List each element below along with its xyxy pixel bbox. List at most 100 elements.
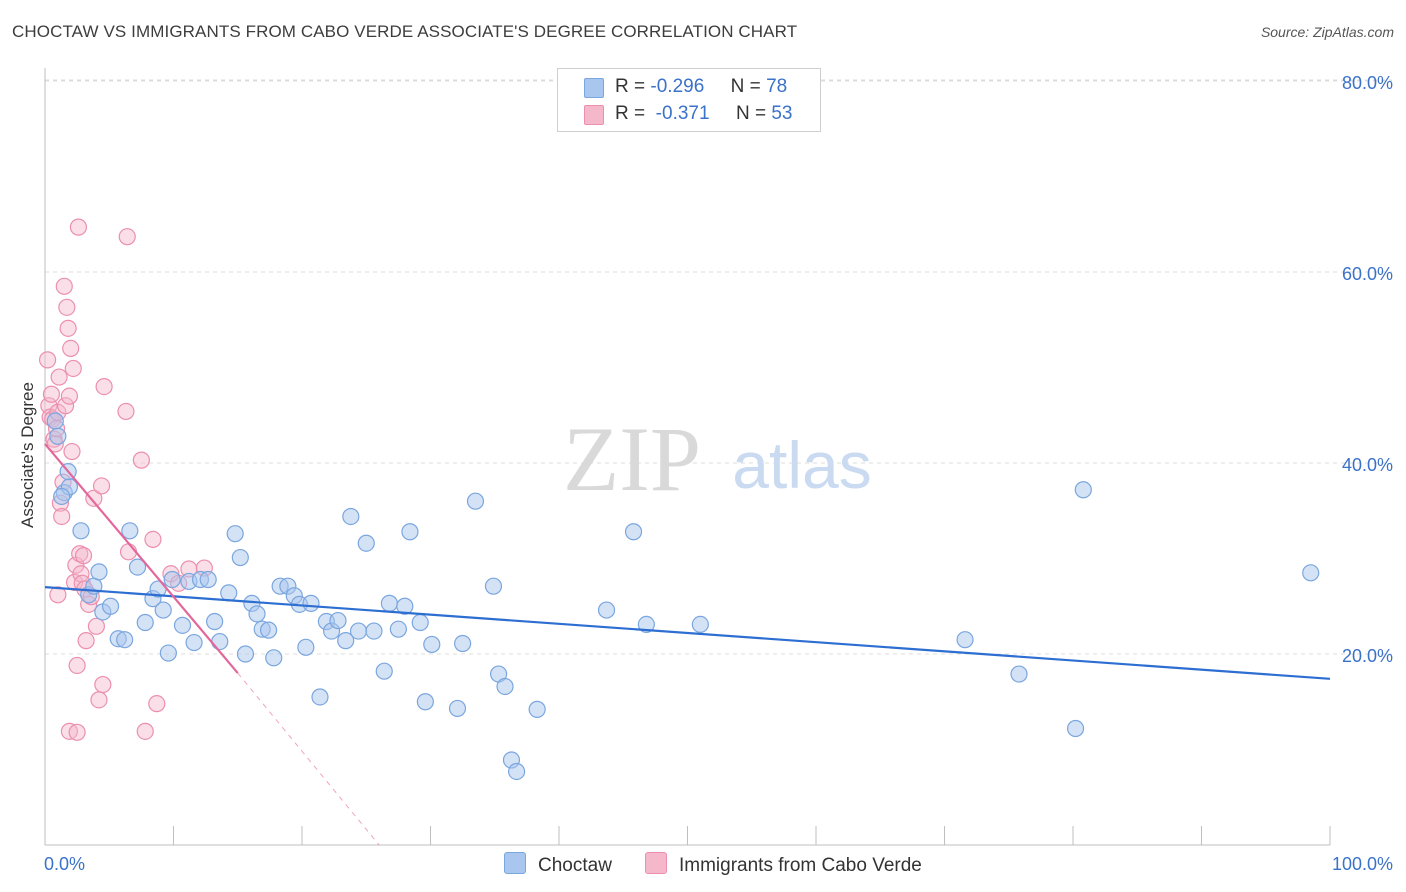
y-tick-label: 60.0% — [1342, 264, 1393, 284]
point-cabo-verde — [56, 397, 75, 415]
point-cabo-verde — [148, 695, 166, 713]
point-cabo-verde — [62, 339, 80, 357]
point-choctaw — [389, 620, 407, 638]
source-label: Source: ZipAtlas.com — [1260, 24, 1394, 40]
watermark-zip: ZIP — [563, 408, 701, 510]
legend-n-value-2: 53 — [771, 103, 793, 124]
point-cabo-verde — [117, 402, 135, 421]
gridlines — [45, 79, 1392, 655]
point-cabo-verde — [58, 298, 76, 316]
point-choctaw — [416, 693, 434, 711]
point-cabo-verde — [92, 477, 111, 495]
point-choctaw — [375, 662, 393, 680]
point-choctaw — [466, 492, 485, 510]
point-cabo-verde — [38, 351, 57, 369]
point-choctaw — [507, 762, 526, 781]
legend-r-value-1: -0.296 — [650, 76, 705, 97]
point-cabo-verde — [60, 387, 79, 405]
legend-r-value-2: -0.371 — [655, 103, 710, 124]
point-choctaw — [637, 615, 655, 633]
point-cabo-verde — [90, 691, 108, 709]
point-cabo-verde — [94, 675, 112, 694]
bottom-legend-choctaw: Choctaw — [504, 852, 612, 877]
point-cabo-verde — [144, 530, 162, 549]
point-cabo-verde — [95, 378, 113, 396]
legend: R = -0.296 N = 78 R = -0.371 N = 53 — [557, 68, 821, 132]
x-tick-label-min: 0.0% — [44, 854, 85, 874]
point-choctaw — [1302, 564, 1320, 582]
point-choctaw — [311, 688, 329, 706]
point-cabo-verde — [77, 632, 95, 650]
point-choctaw — [259, 621, 278, 639]
point-choctaw — [448, 699, 467, 718]
y-axis-label: Associate's Degree — [18, 382, 37, 528]
point-choctaw — [597, 601, 616, 619]
point-cabo-verde — [69, 218, 88, 236]
point-choctaw — [1074, 481, 1092, 499]
point-choctaw — [46, 412, 64, 430]
point-cabo-verde — [64, 359, 82, 378]
point-cabo-verde — [53, 507, 71, 526]
point-choctaw — [206, 612, 224, 631]
point-cabo-verde — [63, 442, 81, 461]
point-choctaw — [380, 594, 398, 612]
point-cabo-verde — [68, 723, 86, 741]
point-choctaw — [236, 645, 255, 663]
legend-n-label-2: N = — [735, 103, 767, 124]
point-choctaw — [496, 677, 514, 696]
point-choctaw — [185, 633, 203, 652]
series-choctaw-points — [46, 412, 1320, 781]
point-choctaw — [199, 570, 217, 589]
point-cabo-verde — [50, 368, 68, 386]
point-choctaw — [411, 613, 429, 632]
legend-n-label-1: N = — [730, 76, 761, 97]
point-choctaw — [154, 601, 172, 619]
bottom-legend-swatch-pink — [645, 852, 667, 874]
point-choctaw — [956, 631, 974, 649]
point-choctaw — [226, 525, 244, 543]
point-choctaw — [159, 644, 177, 662]
point-choctaw — [231, 548, 249, 567]
point-choctaw — [365, 622, 383, 640]
point-choctaw — [297, 638, 315, 656]
point-choctaw — [90, 563, 108, 581]
trend-lines — [44, 443, 1331, 846]
trend-line-cabo-verde-extension — [237, 672, 380, 846]
legend-swatch-pink — [584, 105, 604, 125]
y-tick-label: 20.0% — [1342, 646, 1393, 666]
point-choctaw — [1066, 719, 1085, 738]
y-tick-label: 40.0% — [1342, 455, 1393, 475]
point-cabo-verde — [85, 489, 103, 507]
x-tick-label-max: 100.0% — [1332, 854, 1393, 874]
point-choctaw — [302, 594, 320, 612]
point-choctaw — [401, 523, 419, 541]
point-choctaw — [342, 507, 360, 526]
point-choctaw — [423, 635, 441, 654]
point-choctaw — [454, 634, 472, 653]
point-cabo-verde — [55, 277, 73, 295]
point-choctaw — [53, 487, 71, 506]
y-tick-label: 80.0% — [1342, 73, 1393, 93]
point-choctaw — [357, 534, 375, 552]
trend-line-choctaw — [44, 586, 1331, 680]
point-choctaw — [121, 522, 139, 540]
point-choctaw — [484, 577, 503, 595]
point-choctaw — [396, 597, 414, 615]
point-cabo-verde — [59, 319, 77, 337]
point-choctaw — [211, 632, 229, 651]
point-cabo-verde — [49, 586, 67, 604]
point-choctaw — [1010, 665, 1028, 683]
point-cabo-verde — [87, 617, 106, 635]
point-choctaw — [101, 597, 120, 615]
point-cabo-verde — [119, 543, 138, 561]
point-choctaw — [528, 700, 546, 718]
point-cabo-verde — [74, 547, 93, 565]
point-choctaw — [116, 631, 134, 649]
point-choctaw — [72, 522, 90, 540]
point-choctaw — [173, 616, 192, 634]
bottom-legend-swatch-blue — [504, 852, 526, 874]
point-choctaw — [624, 523, 643, 541]
legend-swatch-blue — [584, 78, 604, 98]
point-choctaw — [248, 605, 266, 623]
point-choctaw — [349, 622, 368, 640]
